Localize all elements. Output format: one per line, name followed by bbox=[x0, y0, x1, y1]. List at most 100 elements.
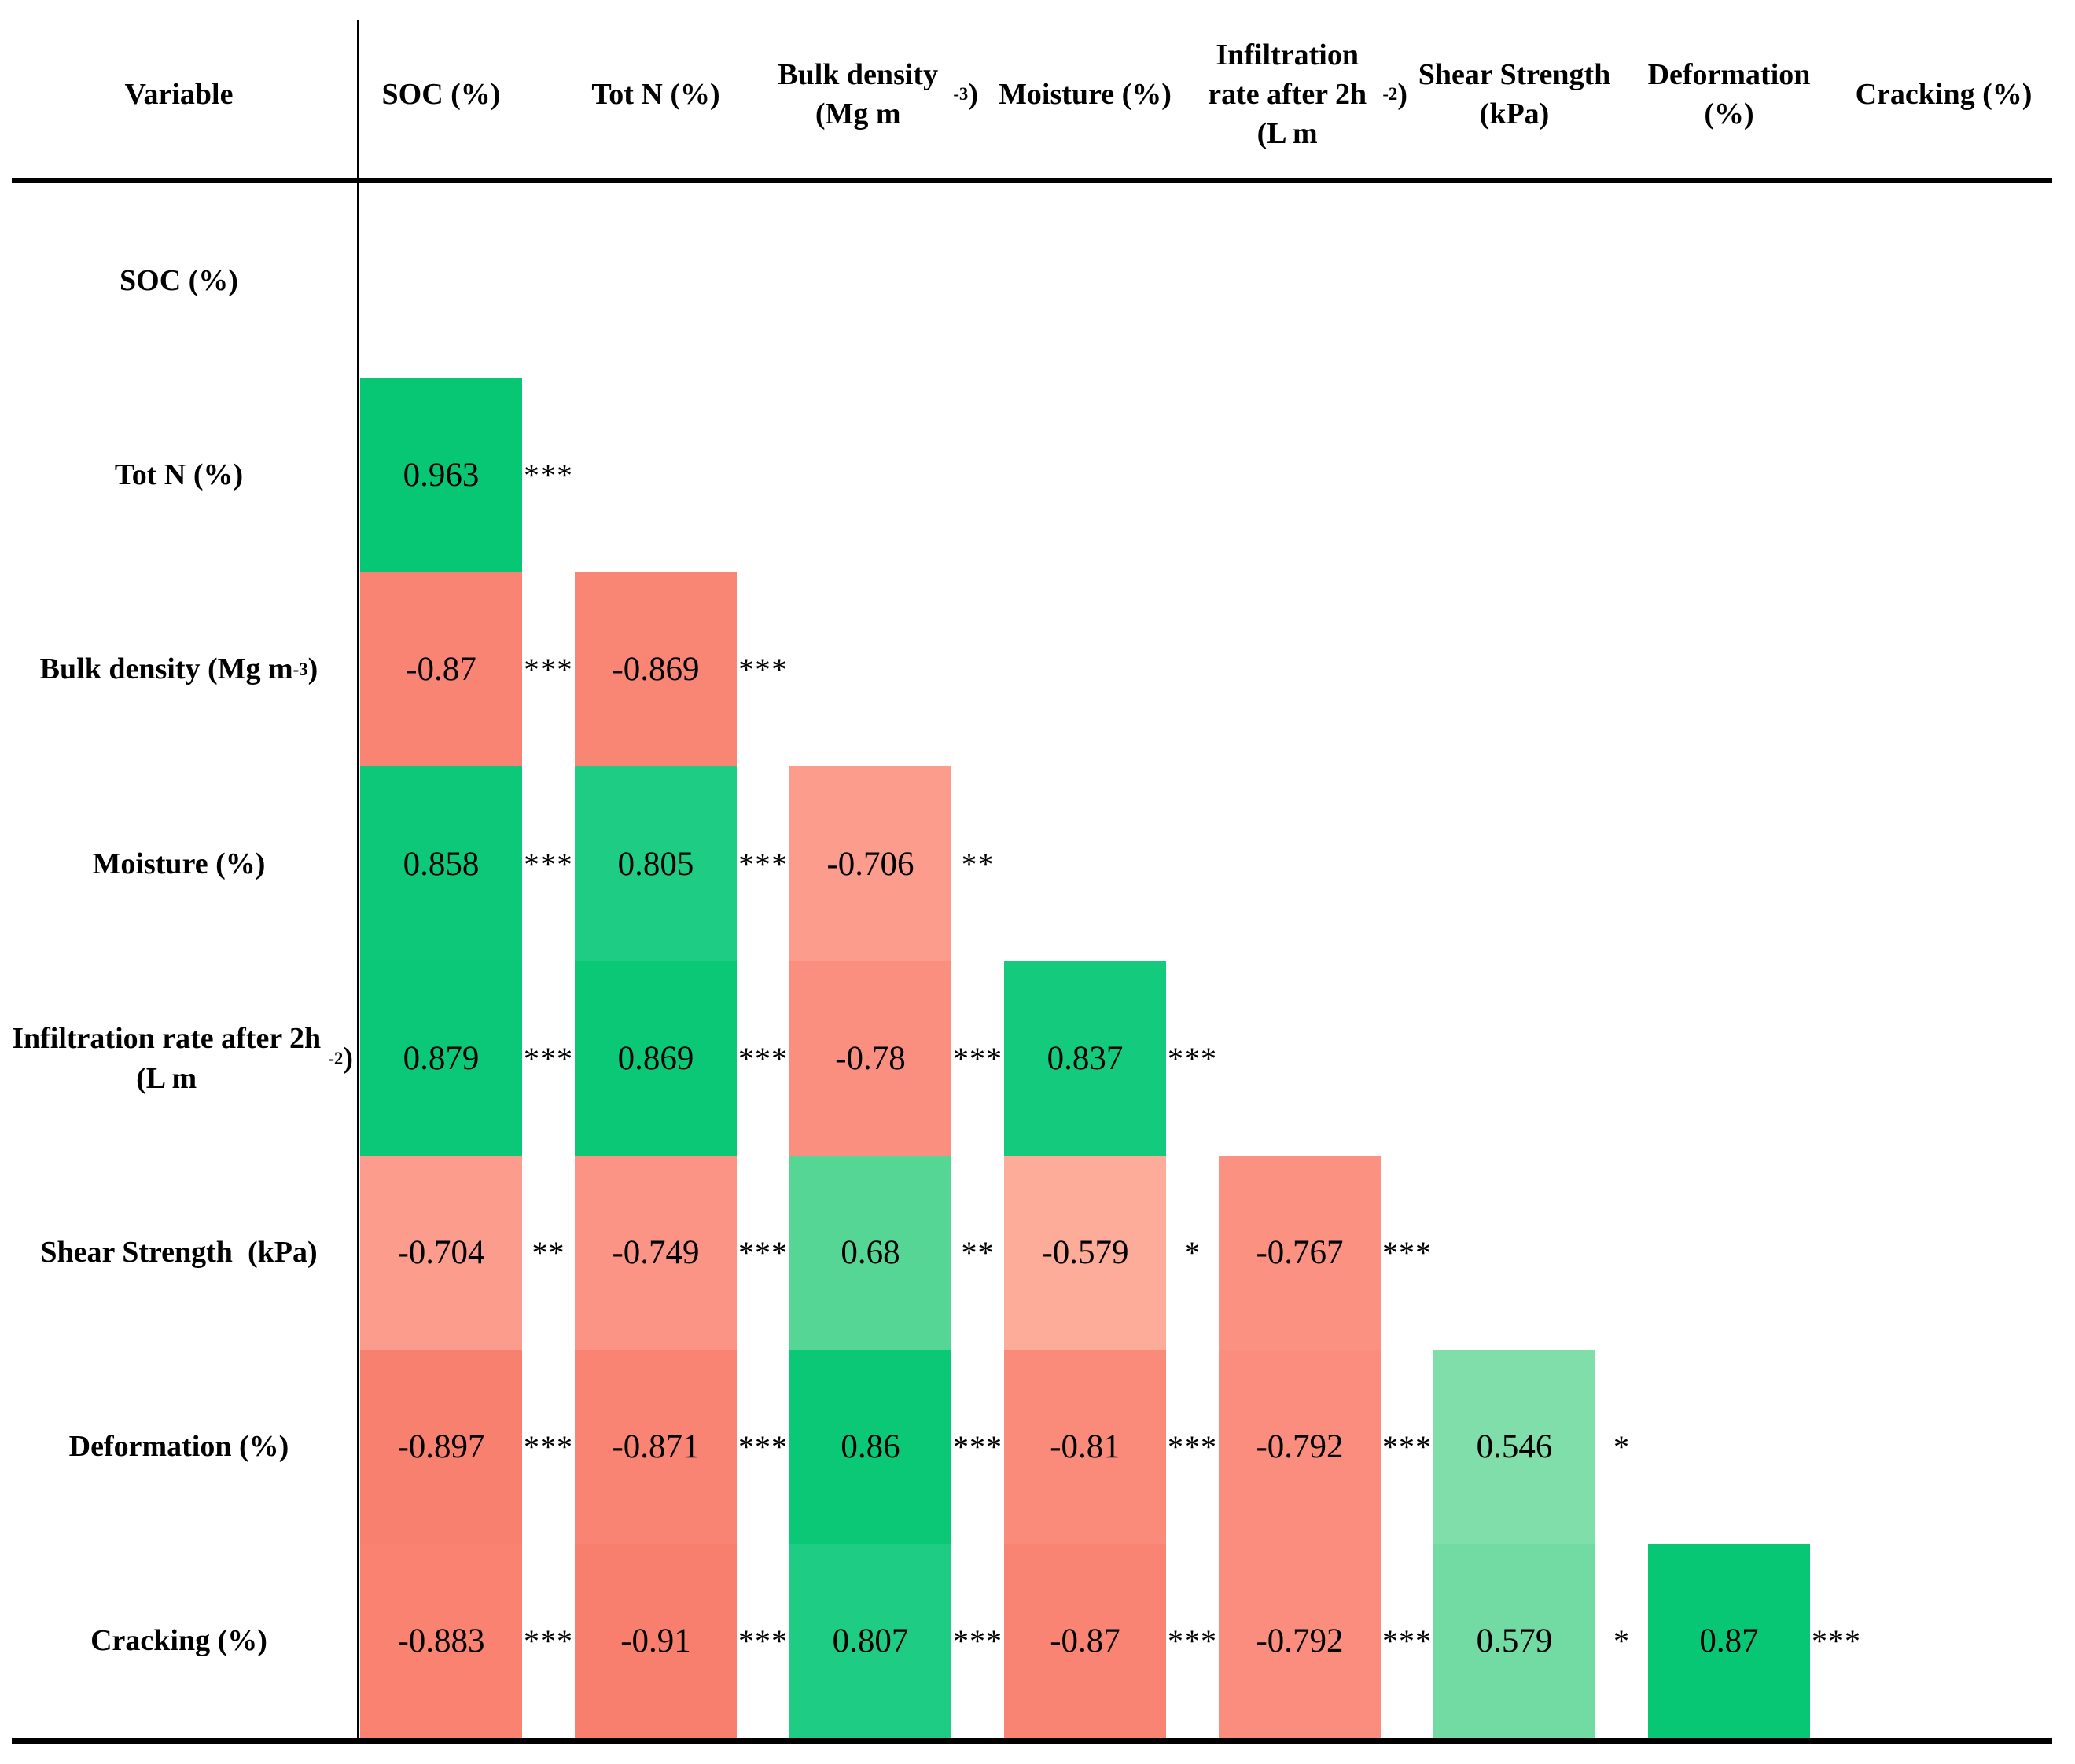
heatmap-cell: -0.706 bbox=[789, 766, 951, 961]
label-text: Infiltration rate after 2h (L m bbox=[12, 1022, 329, 1095]
significance-stars: * bbox=[1184, 1235, 1201, 1270]
heatmap-cell: -0.78 bbox=[789, 961, 951, 1156]
label-text: Cracking (%) bbox=[1855, 77, 2033, 111]
label-text: Shear Strength (kPa) bbox=[40, 1236, 318, 1270]
cell-value: -0.792 bbox=[1256, 1428, 1344, 1465]
significance-stars: *** bbox=[738, 1235, 788, 1270]
label-text: Bulk density (Mg m bbox=[778, 57, 939, 130]
heatmap-cell: 0.86 bbox=[789, 1350, 951, 1544]
significance-stars: *** bbox=[1382, 1429, 1432, 1464]
significance-stars: *** bbox=[524, 846, 573, 882]
cell-value: 0.805 bbox=[617, 845, 694, 883]
significance-stars: *** bbox=[1382, 1623, 1432, 1659]
significance-stars: ** bbox=[532, 1235, 565, 1270]
significance-stars: *** bbox=[953, 1429, 1003, 1464]
heatmap-cell: -0.704 bbox=[360, 1156, 522, 1350]
significance-stars: *** bbox=[524, 1623, 573, 1659]
heatmap-cell: 0.805 bbox=[575, 766, 737, 961]
column-header: Moisture (%) bbox=[977, 9, 1193, 179]
cell-value: 0.869 bbox=[617, 1040, 694, 1077]
row-label: Tot N (%) bbox=[0, 378, 358, 572]
heatmap-cell: -0.871 bbox=[575, 1350, 737, 1544]
column-header: Tot N (%) bbox=[548, 9, 763, 179]
cell-value: -0.767 bbox=[1256, 1234, 1344, 1271]
significance-stars: * bbox=[1613, 1623, 1630, 1659]
significance-stars: *** bbox=[524, 652, 573, 687]
row-label: Deformation (%) bbox=[0, 1350, 358, 1544]
heatmap-cell: 0.963 bbox=[360, 378, 522, 572]
label-text: Shear Strength (kPa) bbox=[1418, 57, 1611, 130]
significance-stars: *** bbox=[1168, 1623, 1217, 1659]
heatmap-cell: 0.68 bbox=[789, 1156, 951, 1350]
heatmap-cell: -0.792 bbox=[1219, 1544, 1381, 1738]
cell-value: -0.78 bbox=[835, 1040, 906, 1077]
heatmap-cell: -0.767 bbox=[1219, 1156, 1381, 1350]
header-separator-line bbox=[12, 178, 2052, 183]
label-text: Bulk density (Mg m bbox=[39, 652, 293, 686]
row-label: Cracking (%) bbox=[0, 1544, 358, 1738]
bottom-border-line bbox=[12, 1738, 2052, 1744]
label-text: Deformation (%) bbox=[68, 1430, 289, 1464]
cell-value: -0.869 bbox=[612, 651, 700, 688]
heatmap-cell: 0.858 bbox=[360, 766, 522, 961]
cell-value: 0.837 bbox=[1047, 1040, 1124, 1077]
heatmap-cell: 0.869 bbox=[575, 961, 737, 1156]
significance-stars: *** bbox=[524, 1041, 573, 1076]
cell-value: -0.704 bbox=[397, 1234, 485, 1271]
column-header: Cracking (%) bbox=[1836, 9, 2051, 179]
cell-value: -0.792 bbox=[1256, 1623, 1344, 1659]
cell-value: 0.879 bbox=[403, 1040, 480, 1077]
cell-value: -0.883 bbox=[397, 1623, 485, 1659]
significance-stars: *** bbox=[738, 1041, 788, 1076]
heatmap-cell: -0.792 bbox=[1219, 1350, 1381, 1544]
corner-header: Variable bbox=[124, 78, 234, 111]
significance-stars: *** bbox=[953, 1623, 1003, 1659]
heatmap-cell: 0.87 bbox=[1648, 1544, 1810, 1738]
label-text: ) bbox=[1397, 77, 1407, 111]
heatmap-cell: 0.879 bbox=[360, 961, 522, 1156]
cell-value: -0.749 bbox=[612, 1234, 700, 1271]
label-text: Tot N (%) bbox=[591, 77, 720, 111]
significance-stars: *** bbox=[1812, 1623, 1861, 1659]
cell-value: -0.87 bbox=[1050, 1623, 1120, 1659]
heatmap-cell: -0.883 bbox=[360, 1544, 522, 1738]
cell-value: -0.706 bbox=[826, 845, 914, 883]
row-label: Infiltration rate after 2h (L m -2) bbox=[0, 961, 358, 1156]
label-text: ) bbox=[307, 652, 318, 686]
cell-value: 0.963 bbox=[403, 457, 480, 494]
cell-value: -0.81 bbox=[1050, 1428, 1120, 1465]
heatmap-cell: 0.579 bbox=[1433, 1544, 1595, 1738]
significance-stars: *** bbox=[738, 1429, 788, 1464]
row-label: Shear Strength (kPa) bbox=[0, 1156, 358, 1350]
row-label: Moisture (%) bbox=[0, 766, 358, 961]
significance-stars: *** bbox=[738, 1623, 788, 1659]
heatmap-cell: -0.897 bbox=[360, 1350, 522, 1544]
cell-value: 0.546 bbox=[1476, 1428, 1553, 1465]
cell-value: -0.579 bbox=[1041, 1234, 1129, 1271]
column-header: Deformation (%) bbox=[1621, 9, 1837, 179]
significance-stars: *** bbox=[1168, 1041, 1217, 1076]
cell-value: 0.579 bbox=[1476, 1623, 1553, 1659]
label-text: Moisture (%) bbox=[999, 77, 1172, 111]
significance-stars: *** bbox=[524, 458, 573, 493]
cell-value: 0.807 bbox=[832, 1623, 909, 1659]
heatmap-cell: -0.749 bbox=[575, 1156, 737, 1350]
cell-value: 0.86 bbox=[841, 1428, 900, 1465]
label-text: ) bbox=[343, 1042, 353, 1075]
cell-value: -0.871 bbox=[612, 1428, 700, 1465]
cell-value: 0.68 bbox=[841, 1234, 900, 1271]
cell-value: 0.858 bbox=[403, 845, 480, 883]
cell-value: -0.87 bbox=[406, 651, 476, 688]
column-header: SOC (%) bbox=[333, 9, 549, 179]
significance-stars: ** bbox=[961, 846, 995, 882]
significance-stars: ** bbox=[961, 1235, 995, 1270]
column-header: Bulk density (Mg m -3) bbox=[763, 9, 978, 179]
significance-stars: *** bbox=[1382, 1235, 1432, 1270]
cell-value: 0.87 bbox=[1699, 1623, 1759, 1659]
cell-value: -0.91 bbox=[620, 1623, 691, 1659]
significance-stars: *** bbox=[1168, 1429, 1217, 1464]
label-text: Deformation (%) bbox=[1647, 57, 1811, 130]
heatmap-cell: -0.869 bbox=[575, 572, 737, 766]
heatmap-cell: 0.837 bbox=[1004, 961, 1166, 1156]
